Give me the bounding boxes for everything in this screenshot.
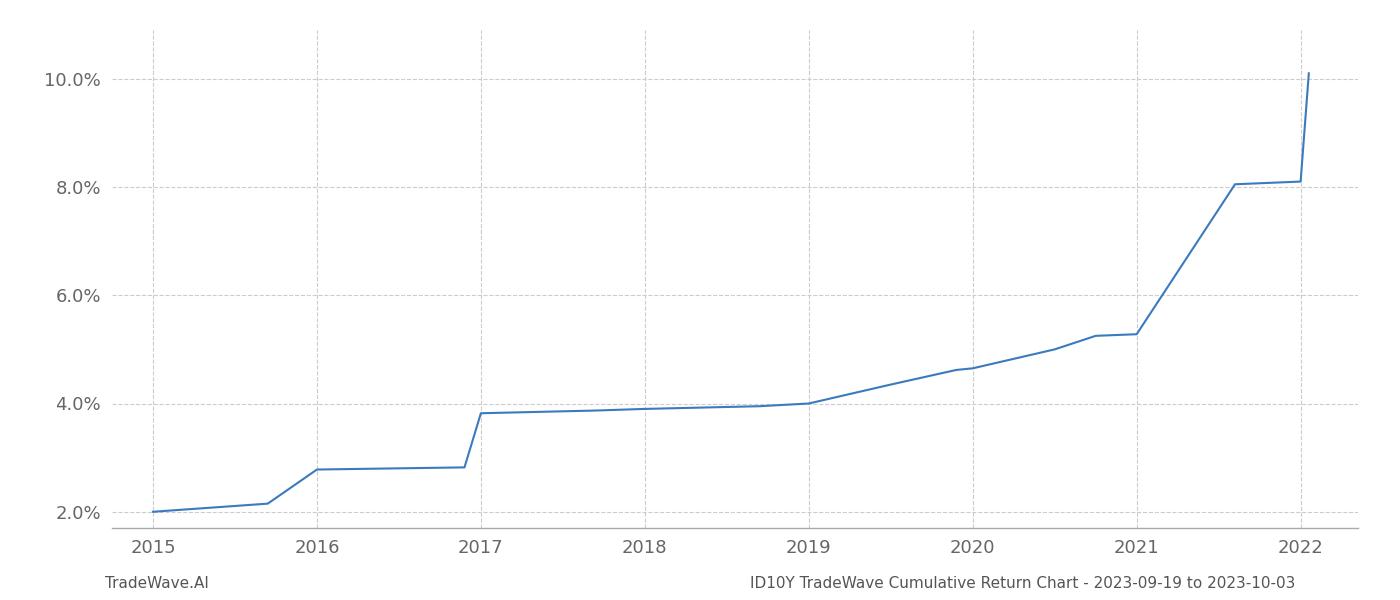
Text: TradeWave.AI: TradeWave.AI: [105, 576, 209, 591]
Text: ID10Y TradeWave Cumulative Return Chart - 2023-09-19 to 2023-10-03: ID10Y TradeWave Cumulative Return Chart …: [749, 576, 1295, 591]
